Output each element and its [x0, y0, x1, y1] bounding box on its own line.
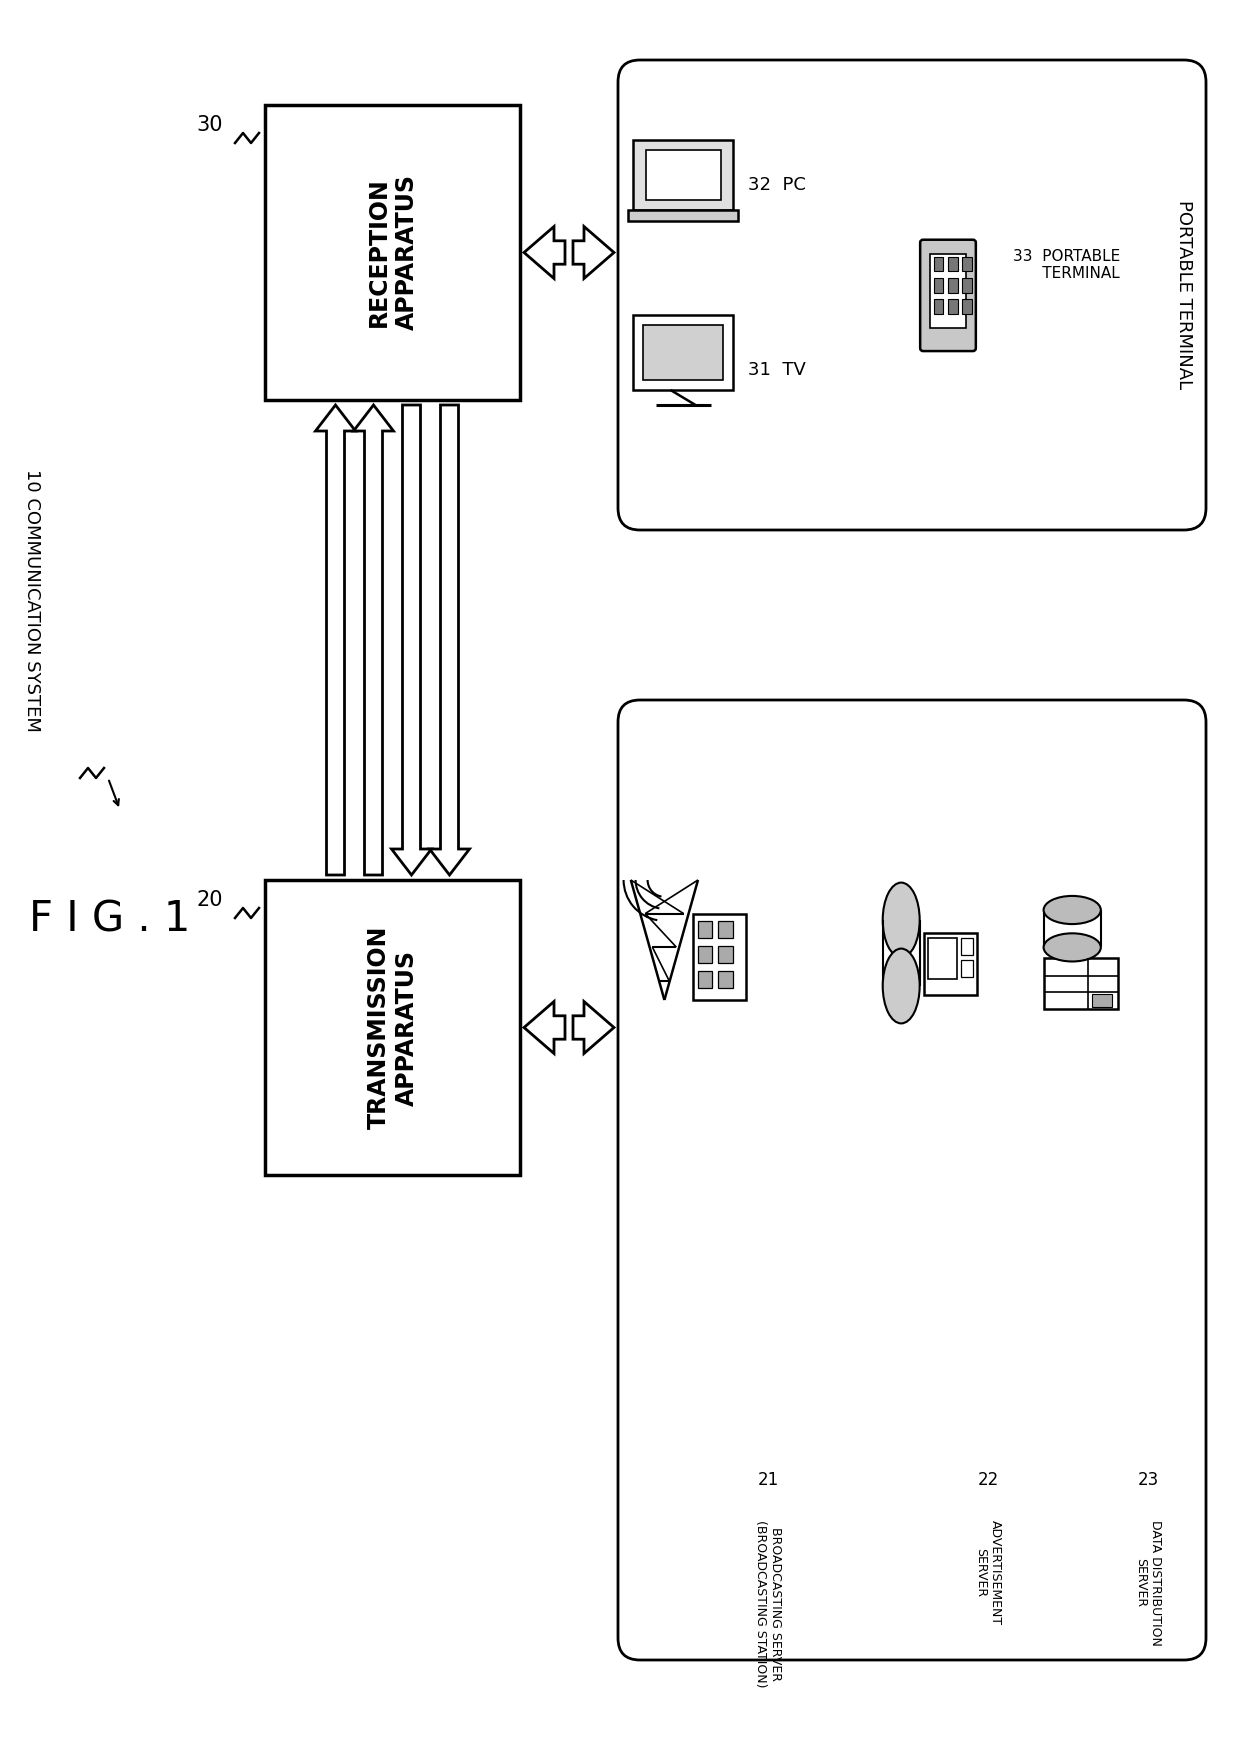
Bar — [632, 315, 733, 391]
FancyBboxPatch shape — [618, 701, 1207, 1659]
Bar — [627, 210, 738, 221]
Bar — [718, 946, 733, 964]
Bar — [265, 105, 520, 399]
Bar — [1092, 995, 1112, 1007]
Text: F I G . 1: F I G . 1 — [30, 899, 191, 941]
Ellipse shape — [1044, 934, 1101, 962]
Text: DATA DISTRIBUTION
SERVER: DATA DISTRIBUTION SERVER — [1135, 1521, 1162, 1645]
Polygon shape — [525, 1002, 565, 1053]
Bar — [949, 258, 957, 272]
Bar — [718, 922, 733, 937]
Ellipse shape — [1044, 895, 1101, 923]
Polygon shape — [392, 405, 432, 874]
Bar — [698, 946, 713, 964]
FancyBboxPatch shape — [920, 240, 976, 350]
Ellipse shape — [883, 948, 920, 1023]
Bar — [698, 922, 713, 937]
Bar — [934, 258, 944, 272]
Text: 32  PC: 32 PC — [748, 175, 806, 194]
Text: 10 COMMUNICATION SYSTEM: 10 COMMUNICATION SYSTEM — [24, 468, 41, 731]
FancyBboxPatch shape — [618, 60, 1207, 531]
Bar — [930, 254, 966, 328]
Bar — [718, 971, 733, 988]
Text: RECEPTION
APPARATUS: RECEPTION APPARATUS — [367, 175, 418, 331]
Polygon shape — [429, 405, 470, 874]
Bar — [632, 140, 733, 210]
Text: 23: 23 — [1137, 1472, 1158, 1489]
Text: PORTABLE TERMINAL: PORTABLE TERMINAL — [1176, 200, 1193, 389]
Bar — [1044, 958, 1118, 1009]
Polygon shape — [315, 405, 356, 874]
Bar — [698, 971, 713, 988]
Bar — [644, 326, 723, 380]
Bar — [949, 300, 957, 314]
Polygon shape — [573, 1002, 614, 1053]
Bar — [265, 880, 520, 1176]
Bar — [962, 300, 972, 314]
Bar — [934, 300, 944, 314]
Polygon shape — [353, 405, 393, 874]
Text: 20: 20 — [197, 890, 223, 909]
Text: 22: 22 — [977, 1472, 998, 1489]
Bar — [961, 960, 973, 978]
Bar — [962, 279, 972, 293]
Text: 21: 21 — [758, 1472, 779, 1489]
Bar — [646, 151, 720, 200]
Bar — [929, 939, 957, 979]
Bar — [693, 913, 746, 1000]
Text: 33  PORTABLE
      TERMINAL: 33 PORTABLE TERMINAL — [1013, 249, 1120, 282]
Text: 30: 30 — [197, 116, 223, 135]
Bar — [961, 939, 973, 955]
Bar — [934, 279, 944, 293]
Text: BROADCASTING SERVER
(BROADCASTING STATION): BROADCASTING SERVER (BROADCASTING STATIO… — [754, 1521, 782, 1687]
Bar — [962, 258, 972, 272]
Text: 31  TV: 31 TV — [748, 361, 806, 378]
Text: TRANSMISSION
APPARATUS: TRANSMISSION APPARATUS — [367, 925, 418, 1130]
Polygon shape — [525, 226, 565, 279]
Polygon shape — [573, 226, 614, 279]
Text: ADVERTISEMENT
SERVER: ADVERTISEMENT SERVER — [973, 1521, 1002, 1626]
Bar — [949, 279, 957, 293]
Ellipse shape — [883, 883, 920, 957]
Bar — [924, 934, 977, 995]
